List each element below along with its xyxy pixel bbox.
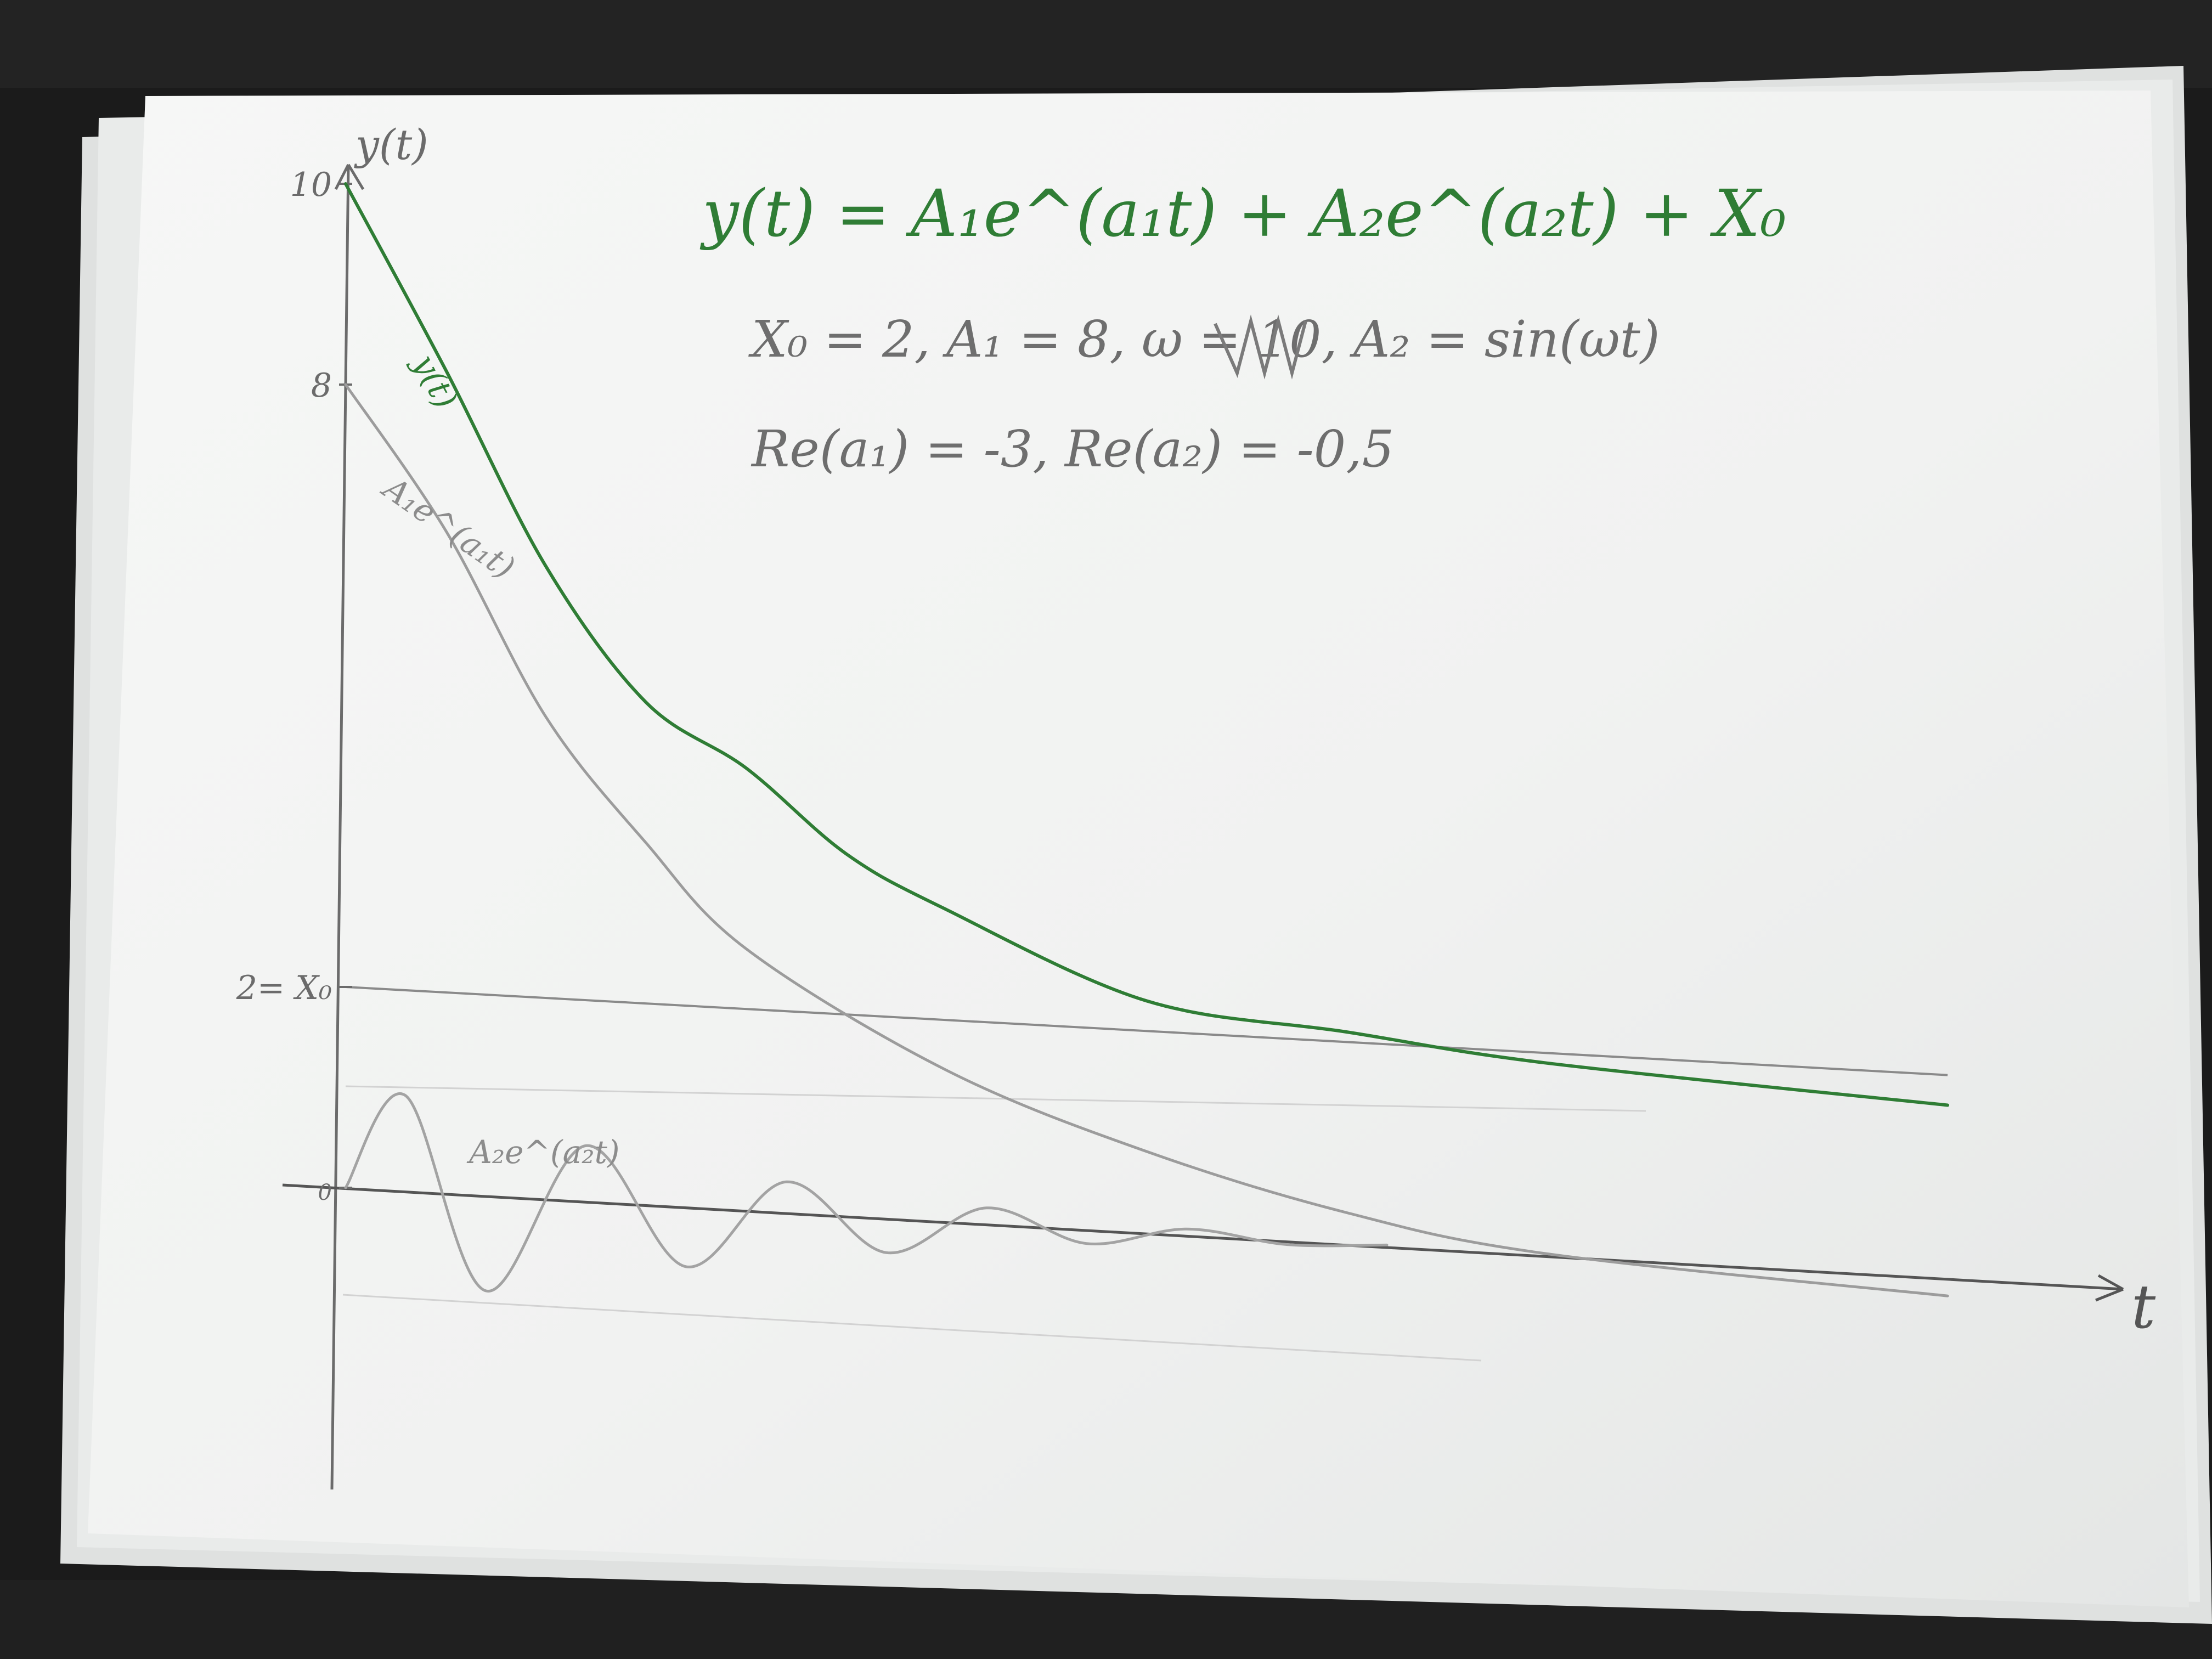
y-tick-labels: 10 8 2= X₀ 0 [236,166,352,1205]
series-a2-curve [344,1092,1389,1293]
ruled-line-1 [345,1085,1646,1112]
y-axis-arrow-left [334,163,350,190]
series-layer [344,182,1949,1297]
y-tick-label-1: 8 [311,366,332,405]
params-line-2: Re(a₁) = -3, Re(a₂) = -0,5 [751,420,1394,478]
y-tick-label-3: 0 [318,1180,332,1205]
series-a1-curve [344,383,1949,1297]
y-axis-label: y(t) [354,120,428,169]
scribble-mark [1214,314,1307,380]
y-axis-arrow-right [347,163,365,190]
y-tick-label-2: 2= X₀ [236,969,332,1007]
x-axis-label: t [2131,1272,2156,1342]
ruled-line-2 [342,1294,1482,1362]
x0-reference-line [345,986,1948,1076]
x-axis-arrow-lower [2095,1288,2124,1302]
y-tick-label-0: 10 [290,166,332,204]
formula-text: y(t) = A₁e^(a₁t) + A₂e^(a₂t) + X₀ [699,176,1786,251]
paper-sheet [88,91,2189,1607]
x-axis-arrow-upper [2097,1274,2124,1291]
series-label-a2: A₂e^(a₂t) [466,1133,619,1171]
series-yt-curve [344,182,1949,1107]
params-line-1: X₀ = 2, A₁ = 8, ω = 10, A₂ = sin(ωt) [748,310,1660,369]
x-axis [282,1183,2124,1291]
